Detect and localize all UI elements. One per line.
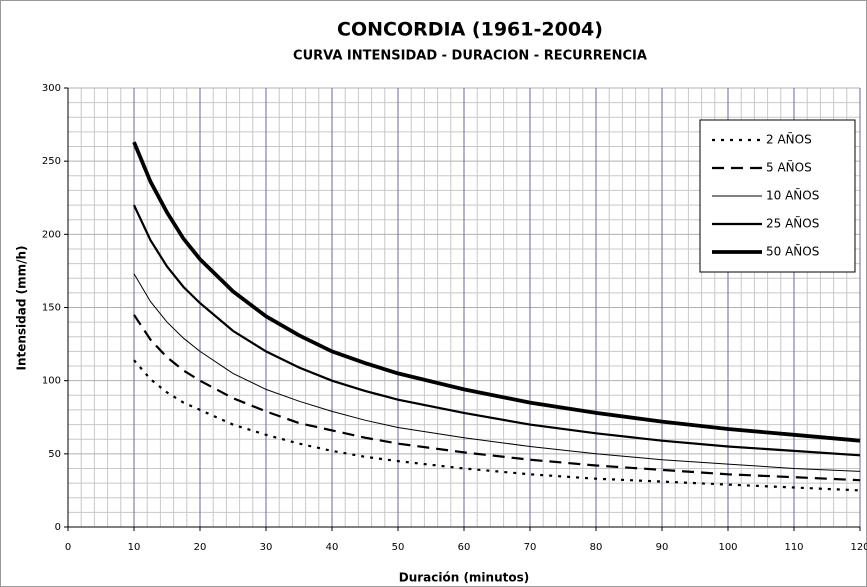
legend-label: 2 AÑOS <box>766 132 812 147</box>
y-tick-label: 250 <box>42 156 61 167</box>
x-tick-label: 10 <box>128 542 141 553</box>
series-line <box>133 204 861 457</box>
x-tick-label: 100 <box>718 542 737 553</box>
x-tick-label: 110 <box>784 542 803 553</box>
legend-label: 50 AÑOS <box>766 244 819 259</box>
series-line <box>133 314 861 482</box>
x-tick-label: 0 <box>65 542 71 553</box>
legend-label: 25 AÑOS <box>766 216 819 231</box>
series-line <box>133 273 861 472</box>
x-tick-label: 30 <box>260 542 273 553</box>
x-tick-label: 40 <box>326 542 339 553</box>
x-tick-label: 50 <box>392 542 405 553</box>
x-tick-label: 70 <box>524 542 537 553</box>
y-tick-label: 300 <box>42 83 61 94</box>
x-axis-title: Duración (minutos) <box>399 571 530 585</box>
x-tick-label: 20 <box>194 542 207 553</box>
legend-label: 10 AÑOS <box>766 188 819 203</box>
x-tick-label: 120 <box>850 542 867 553</box>
y-tick-label: 150 <box>42 303 61 314</box>
y-tick-label: 0 <box>55 522 61 533</box>
x-tick-label: 80 <box>590 542 603 553</box>
y-tick-label: 200 <box>42 229 61 240</box>
chart-title: CONCORDIA (1961-2004) <box>337 19 603 41</box>
series-line <box>132 141 861 443</box>
y-axis-title: Intensidad (mm/h) <box>15 245 29 370</box>
x-tick-label: 90 <box>656 542 669 553</box>
legend-label: 5 AÑOS <box>766 160 812 175</box>
x-tick-label: 60 <box>458 542 471 553</box>
y-tick-label: 50 <box>48 449 61 460</box>
y-tick-label: 100 <box>42 376 61 387</box>
chart-subtitle: CURVA INTENSIDAD - DURACION - RECURRENCI… <box>293 49 647 64</box>
